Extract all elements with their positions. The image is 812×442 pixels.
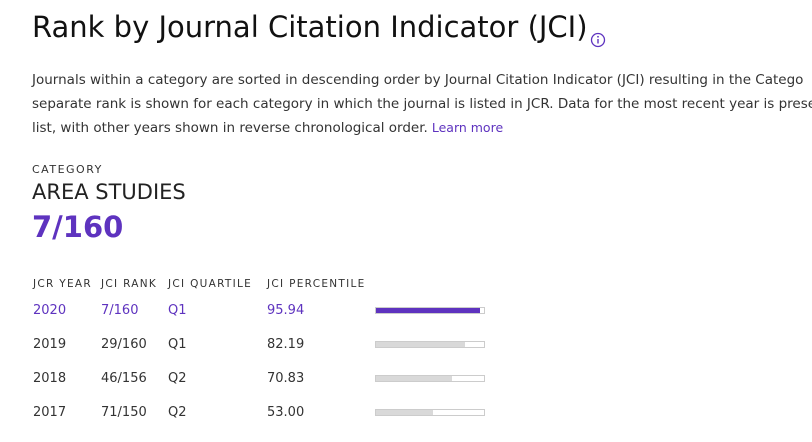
- percentile-track: [375, 375, 485, 382]
- column-header: JCI PERCENTILE: [267, 278, 366, 290]
- description-line: list, with other years shown in reverse …: [32, 120, 503, 136]
- learn-more-link[interactable]: Learn more: [431, 120, 504, 135]
- info-icon[interactable]: [590, 32, 606, 48]
- table-cell: 2020: [33, 303, 67, 318]
- table-cell: 29/160: [101, 337, 147, 352]
- table-cell: 95.94: [267, 303, 305, 318]
- table-cell: Q1: [168, 337, 187, 352]
- percentile-track: [375, 307, 485, 314]
- category-name: AREA STUDIES: [32, 180, 186, 204]
- column-header: JCI QUARTILE: [168, 278, 253, 290]
- percentile-bar: [376, 410, 434, 415]
- table-cell: Q1: [168, 303, 187, 318]
- percentile-bar: [376, 376, 453, 381]
- table-cell: Q2: [168, 371, 187, 386]
- column-header: JCR YEAR: [33, 278, 92, 290]
- description-line: Journals within a category are sorted in…: [32, 72, 804, 88]
- table-cell: 2018: [33, 371, 67, 386]
- percentile-bar: [376, 342, 465, 347]
- percentile-track: [375, 409, 485, 416]
- percentile-track: [375, 341, 485, 348]
- category-label: CATEGORY: [32, 163, 103, 176]
- table-cell: 70.83: [267, 371, 305, 386]
- table-cell: Q2: [168, 405, 187, 420]
- table-cell: 46/156: [101, 371, 147, 386]
- table-cell: 71/150: [101, 405, 147, 420]
- table-cell: 7/160: [101, 303, 139, 318]
- table-cell: 82.19: [267, 337, 305, 352]
- description-text: list, with other years shown in reverse …: [32, 120, 428, 136]
- table-cell: 53.00: [267, 405, 305, 420]
- column-header: JCI RANK: [101, 278, 158, 290]
- table-cell: 2019: [33, 337, 67, 352]
- percentile-bar: [376, 308, 480, 313]
- category-rank: 7/160: [32, 210, 124, 244]
- table-cell: 2017: [33, 405, 67, 420]
- title: Rank by Journal Citation Indicator (JCI): [32, 10, 588, 44]
- description-line: separate rank is shown for each category…: [32, 96, 812, 112]
